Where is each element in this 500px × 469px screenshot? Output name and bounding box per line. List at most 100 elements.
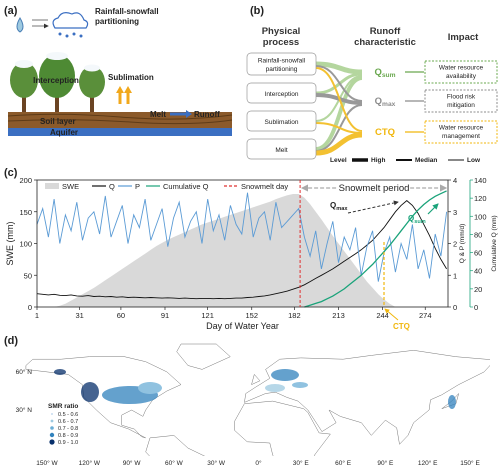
legend-label: 0.8 - 0.9	[58, 433, 78, 439]
qmax-arrow	[347, 200, 399, 214]
x-tick-label: 213	[332, 311, 345, 320]
panel-label: (a)	[4, 5, 18, 17]
latitude-label: 30° N	[16, 406, 33, 414]
longitude-label: 30° E	[293, 459, 310, 467]
process-label-line: Melt	[275, 147, 287, 154]
ctq-annotation: CTQ	[393, 322, 410, 331]
process-label-line: Sublimation	[265, 119, 299, 126]
x-tick-label: 1	[35, 311, 39, 320]
column-header: Physical process	[262, 26, 301, 48]
characteristic-base: CTQ	[375, 127, 395, 138]
longitude-label: 0°	[255, 459, 262, 467]
y2-axis-title: Q & P (mm/d)	[459, 224, 466, 264]
y3-tick-label: 120	[474, 194, 487, 203]
longitude-label: 90° W	[123, 459, 142, 467]
qsum-annotation-base: Q	[408, 214, 414, 223]
process-label: Rainfall-snowfall partitioning	[258, 58, 306, 74]
process-label: Melt	[275, 147, 287, 154]
y3-tick-label: 20	[474, 285, 482, 294]
legend-label: Q	[109, 182, 115, 191]
legend-dot	[50, 426, 54, 430]
impact-label: Flood risk mitigation	[447, 94, 476, 110]
process-label-line: Rainfall-snowfall	[258, 58, 306, 65]
series-line	[36, 200, 447, 300]
x-tick-label: 121	[201, 311, 214, 320]
column-header-line: characteristic	[354, 37, 416, 48]
qsum-arrow	[427, 203, 439, 215]
longitude-label: 120° E	[418, 459, 438, 467]
legend-dot	[50, 419, 54, 423]
characteristic-sub: max	[382, 101, 396, 108]
x-tick-label: 274	[419, 311, 432, 320]
process-label: Sublimation	[265, 119, 299, 126]
longitude-label: 90° E	[377, 459, 394, 467]
legend-title: Level	[330, 157, 347, 164]
process-box	[246, 52, 317, 76]
y3-tick-label: 60	[474, 249, 482, 258]
ctq-arrow	[384, 308, 399, 321]
legend-dot	[49, 439, 55, 445]
legend-label: Snowmelt day	[241, 182, 288, 191]
melt-label: Melt	[150, 110, 166, 119]
y3-tick-label: 140	[474, 176, 487, 185]
impact-box	[424, 120, 498, 144]
qsum-annotation: Qsum	[408, 214, 426, 225]
panel-b-flows	[315, 61, 363, 156]
qmax-annotation-sub: max	[336, 206, 348, 212]
panel-label: (b)	[250, 5, 264, 17]
x-tick-label: 244	[376, 311, 389, 320]
snowmelt-period-label: Snowmelt period	[339, 183, 410, 194]
series-line	[36, 192, 448, 282]
legend-label: 0.6 - 0.7	[58, 419, 78, 425]
impact-label-line: Flood risk	[447, 94, 476, 101]
partitioning-label-line: Rainfall-snowfall	[95, 7, 159, 16]
y-tick-label: 150	[19, 208, 32, 217]
swe-area	[37, 194, 447, 307]
column-header: Runoff characteristic	[354, 26, 416, 48]
column-header-line: Runoff	[370, 26, 401, 37]
runoff-label: Runoff	[194, 110, 220, 119]
impact-label-line: Water resource	[439, 125, 484, 132]
legend-dot	[51, 413, 53, 415]
ctq-annotation-base: CTQ	[393, 322, 410, 331]
sublimation-label: Sublimation	[108, 73, 154, 82]
y-tick-label: 50	[24, 271, 32, 280]
column-header-line: Impact	[448, 32, 479, 43]
impact-label-line: availability	[446, 73, 477, 80]
column-header-line: process	[263, 37, 299, 48]
longitude-label: 150° E	[460, 459, 480, 467]
process-label-line: partitioning	[266, 66, 298, 73]
impact-box	[424, 60, 498, 84]
y2-tick-label: 0	[453, 303, 457, 312]
y3-axis-title: Cumulative Q (mm)	[491, 215, 498, 271]
qmax-annotation: Qmax	[330, 201, 348, 212]
legend-swatch	[45, 183, 59, 189]
y-tick-label: 200	[19, 176, 32, 185]
process-box	[246, 110, 317, 132]
panel-label: (c)	[4, 167, 18, 179]
legend-dot	[49, 432, 55, 438]
world-map	[25, 343, 490, 456]
process-box	[246, 138, 317, 160]
y3-tick-label: 0	[474, 303, 478, 312]
legend-label: Median	[415, 157, 437, 164]
impact-label: Water resource management	[439, 125, 484, 141]
latitude-label: 60° N	[16, 368, 33, 376]
partitioning-label: Rainfall-snowfall partitioning	[95, 7, 159, 26]
legend-label: 0.7 - 0.8	[58, 426, 78, 432]
legend-label: P	[135, 182, 140, 191]
longitude-label: 60° W	[165, 459, 184, 467]
x-axis-title: Day of Water Year	[206, 321, 279, 331]
y2-tick-label: 2	[453, 240, 457, 249]
process-label-line: Interception	[265, 91, 299, 98]
characteristic: CTQ	[375, 127, 395, 138]
column-header: Impact	[448, 32, 479, 43]
y3-tick-label: 80	[474, 230, 482, 239]
x-tick-label: 152	[245, 311, 258, 320]
column-header-line: Physical	[262, 26, 301, 37]
y-tick-label: 0	[28, 303, 32, 312]
legend-label: 0.5 - 0.6	[58, 412, 78, 418]
x-tick-label: 60	[117, 311, 125, 320]
y3-tick-label: 100	[474, 212, 487, 221]
